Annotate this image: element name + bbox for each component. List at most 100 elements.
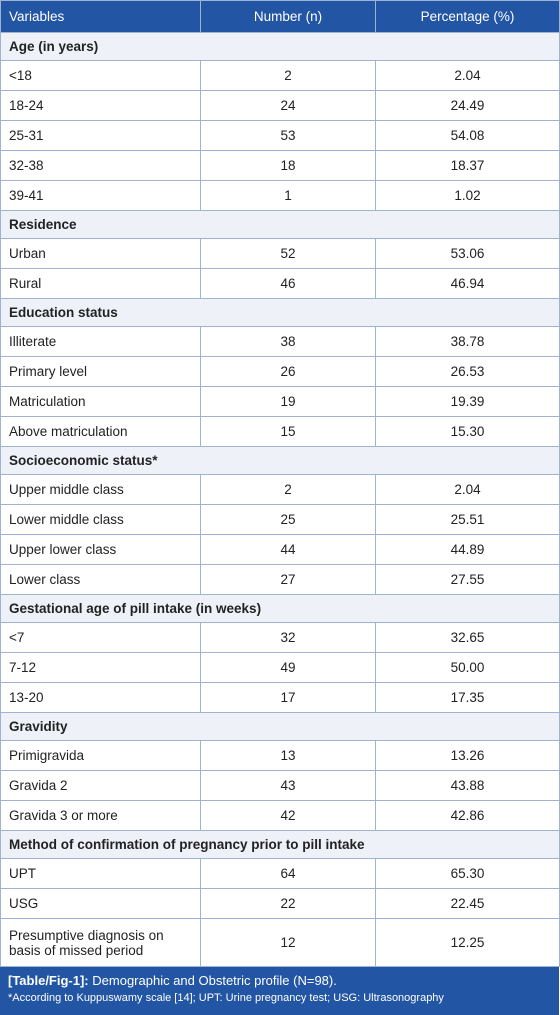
- value-cell: 43.88: [375, 770, 560, 801]
- value-cell: 52: [200, 238, 376, 269]
- value-cell: 15: [200, 416, 376, 447]
- label-cell: Lower class: [0, 564, 201, 595]
- data-row: USG 22 22.45: [0, 888, 560, 919]
- label-cell: 25-31: [0, 120, 201, 151]
- header-row: Variables Number (n) Percentage (%): [0, 0, 560, 33]
- value-cell: 38: [200, 326, 376, 357]
- value-cell: 2: [200, 474, 376, 505]
- value-cell: 53.06: [375, 238, 560, 269]
- value-cell: 54.08: [375, 120, 560, 151]
- section-title: Age (in years): [0, 32, 560, 61]
- value-cell: 53: [200, 120, 376, 151]
- section-row: Socioeconomic status*: [0, 446, 560, 475]
- label-cell: Primigravida: [0, 740, 201, 771]
- data-row: Upper middle class 2 2.04: [0, 474, 560, 505]
- section-row: Age (in years): [0, 32, 560, 61]
- label-cell: Urban: [0, 238, 201, 269]
- value-cell: 19.39: [375, 386, 560, 417]
- data-row: 7-12 49 50.00: [0, 652, 560, 683]
- value-cell: 2.04: [375, 474, 560, 505]
- value-cell: 12.25: [375, 918, 560, 967]
- value-cell: 46.94: [375, 268, 560, 299]
- value-cell: 13.26: [375, 740, 560, 771]
- section-title: Method of confirmation of pregnancy prio…: [0, 830, 560, 859]
- value-cell: 18: [200, 150, 376, 181]
- label-cell: <7: [0, 622, 201, 653]
- value-cell: 22: [200, 888, 376, 919]
- value-cell: 12: [200, 918, 376, 967]
- data-row: 13-20 17 17.35: [0, 682, 560, 713]
- value-cell: 44: [200, 534, 376, 565]
- label-cell: USG: [0, 888, 201, 919]
- data-row: Lower middle class 25 25.51: [0, 504, 560, 535]
- header-cell: Percentage (%): [375, 0, 560, 33]
- data-row: Lower class 27 27.55: [0, 564, 560, 595]
- label-cell: 18-24: [0, 90, 201, 121]
- label-cell: Matriculation: [0, 386, 201, 417]
- value-cell: 32: [200, 622, 376, 653]
- label-cell: Above matriculation: [0, 416, 201, 447]
- data-row: Gravida 3 or more 42 42.86: [0, 800, 560, 831]
- data-row: Urban 52 53.06: [0, 238, 560, 269]
- value-cell: 32.65: [375, 622, 560, 653]
- data-row: 18-24 24 24.49: [0, 90, 560, 121]
- data-row: <7 32 32.65: [0, 622, 560, 653]
- section-title: Residence: [0, 210, 560, 239]
- label-cell: Illiterate: [0, 326, 201, 357]
- label-cell: Gravida 2: [0, 770, 201, 801]
- value-cell: 64: [200, 858, 376, 889]
- label-cell: 39-41: [0, 180, 201, 211]
- data-row: Primary level 26 26.53: [0, 356, 560, 387]
- data-row: 25-31 53 54.08: [0, 120, 560, 151]
- section-row: Gestational age of pill intake (in weeks…: [0, 594, 560, 623]
- header-cell: Variables: [0, 0, 201, 33]
- section-row: Residence: [0, 210, 560, 239]
- label-cell: Primary level: [0, 356, 201, 387]
- data-row: Rural 46 46.94: [0, 268, 560, 299]
- section-row: Education status: [0, 298, 560, 327]
- value-cell: 2: [200, 60, 376, 91]
- value-cell: 25.51: [375, 504, 560, 535]
- data-row: 39-41 1 1.02: [0, 180, 560, 211]
- value-cell: 24.49: [375, 90, 560, 121]
- value-cell: 18.37: [375, 150, 560, 181]
- value-cell: 49: [200, 652, 376, 683]
- label-cell: Rural: [0, 268, 201, 299]
- section-title: Socioeconomic status*: [0, 446, 560, 475]
- section-row: Method of confirmation of pregnancy prio…: [0, 830, 560, 859]
- label-cell: 7-12: [0, 652, 201, 683]
- table: Variables Number (n) Percentage (%) Age …: [0, 0, 560, 967]
- value-cell: 26.53: [375, 356, 560, 387]
- section-row: Gravidity: [0, 712, 560, 741]
- label-cell: <18: [0, 60, 201, 91]
- data-row: Matriculation 19 19.39: [0, 386, 560, 417]
- data-row: Above matriculation 15 15.30: [0, 416, 560, 447]
- value-cell: 1.02: [375, 180, 560, 211]
- value-cell: 25: [200, 504, 376, 535]
- section-title: Gestational age of pill intake (in weeks…: [0, 594, 560, 623]
- caption: [Table/Fig-1]: Demographic and Obstetric…: [0, 967, 559, 1015]
- value-cell: 44.89: [375, 534, 560, 565]
- value-cell: 15.30: [375, 416, 560, 447]
- data-row: 32-38 18 18.37: [0, 150, 560, 181]
- value-cell: 42.86: [375, 800, 560, 831]
- value-cell: 43: [200, 770, 376, 801]
- value-cell: 27: [200, 564, 376, 595]
- label-cell: 32-38: [0, 150, 201, 181]
- value-cell: 17.35: [375, 682, 560, 713]
- data-row: Presumptive diagnosis on basis of missed…: [0, 918, 560, 967]
- label-cell: UPT: [0, 858, 201, 889]
- data-row: Primigravida 13 13.26: [0, 740, 560, 771]
- value-cell: 17: [200, 682, 376, 713]
- value-cell: 13: [200, 740, 376, 771]
- data-row: UPT 64 65.30: [0, 858, 560, 889]
- value-cell: 27.55: [375, 564, 560, 595]
- value-cell: 19: [200, 386, 376, 417]
- header-cell: Number (n): [200, 0, 376, 33]
- label-cell: Upper middle class: [0, 474, 201, 505]
- value-cell: 26: [200, 356, 376, 387]
- label-cell: Presumptive diagnosis on basis of missed…: [0, 918, 201, 967]
- value-cell: 50.00: [375, 652, 560, 683]
- value-cell: 22.45: [375, 888, 560, 919]
- value-cell: 65.30: [375, 858, 560, 889]
